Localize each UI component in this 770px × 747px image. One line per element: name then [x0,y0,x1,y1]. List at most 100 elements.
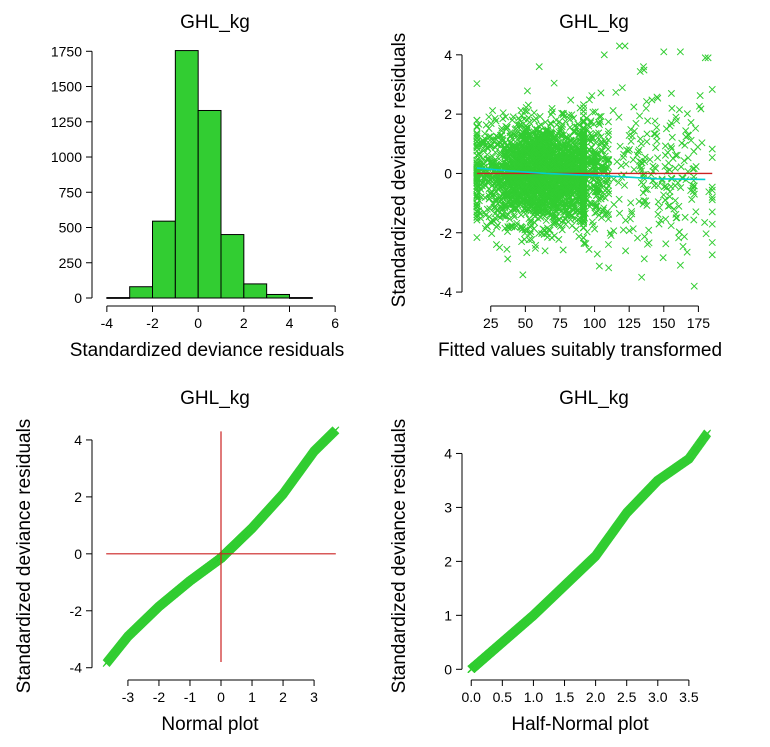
x-tick-label: 50 [518,315,534,331]
data-point [473,211,481,219]
data-point [610,227,618,235]
data-point [708,183,716,191]
data-point [708,153,716,162]
data-point [485,113,493,121]
data-point [487,162,496,170]
data-point [502,192,510,200]
x-tick-label: 25 [483,315,499,331]
data-point [519,155,527,163]
data-point [549,199,557,207]
data-point [619,226,627,234]
data-point [702,230,710,238]
data-point [651,164,659,172]
data-point [641,233,649,241]
data-point [529,204,537,212]
data-point [604,240,612,249]
data-point [612,88,620,96]
data-point [690,165,698,173]
data-point [643,138,651,146]
data-point [488,219,496,227]
data-point [587,131,595,139]
data-point [553,203,561,211]
data-point [496,197,504,205]
data-point [527,204,535,212]
data-point [481,135,489,143]
x-axis-label: Fitted values suitably transformed [438,340,722,361]
data-point [552,184,560,192]
data-point [633,151,641,159]
half-normal-plot-panel: GHL_kg Half-Normal plot Standardized dev… [389,388,712,735]
data-point [708,208,716,216]
y-tick-label: 250 [59,255,83,271]
data-point [604,136,612,144]
data-point [593,203,601,211]
data-point [594,195,602,203]
data-point [535,63,543,71]
data-point [677,163,685,171]
data-point [675,202,683,210]
y-tick-label: 0 [444,661,452,677]
data-point [537,121,545,129]
data-point [615,209,624,217]
data-point [331,426,340,434]
data-point [654,154,662,162]
y-tick-label: 4 [74,432,82,448]
data-point [499,109,507,117]
data-point [589,108,597,116]
data-point [586,179,594,187]
x-tick-label: -3 [122,689,135,705]
data-point [643,130,651,138]
data-point [497,160,505,169]
data-point [485,124,493,133]
data-point [529,191,537,200]
data-point [541,145,549,153]
y-tick-label: 0 [444,165,452,181]
data-point [508,116,516,124]
data-point [490,137,498,145]
data-point [615,42,624,50]
data-point [640,255,648,263]
data-point [528,153,536,161]
data-point [530,178,538,186]
data-point [485,192,493,200]
data-point [554,164,562,172]
histogram-bar [129,286,154,299]
data-point [542,216,550,225]
data-point [585,191,593,199]
data-point [635,146,643,154]
data-point [622,216,630,224]
data-point [516,116,524,124]
data-point [572,208,580,216]
x-axis-label: Standardized deviance residuals [70,340,345,361]
data-point [521,229,529,237]
data-point [585,96,593,104]
data-point [537,213,545,221]
data-point [579,119,588,127]
data-point [687,136,695,144]
data-point [527,198,535,206]
data-point [585,199,594,207]
data-point [671,164,679,172]
data-point [494,211,502,219]
x-tick-label: 2.0 [586,689,606,705]
data-point [537,191,545,199]
data-point [547,120,555,128]
data-point [492,132,500,140]
data-point [605,264,613,272]
x-tick-label: 0.0 [462,689,482,705]
data-point [676,48,684,56]
data-point [666,188,674,196]
data-point [625,227,633,235]
y-tick-label: -4 [440,284,453,300]
data-point [511,223,519,231]
data-point [635,197,643,205]
data-point [708,186,716,194]
data-point [473,203,481,211]
data-point [636,112,644,120]
data-point [668,145,676,153]
data-point [556,164,564,172]
data-point [515,167,523,175]
data-point [473,182,481,190]
